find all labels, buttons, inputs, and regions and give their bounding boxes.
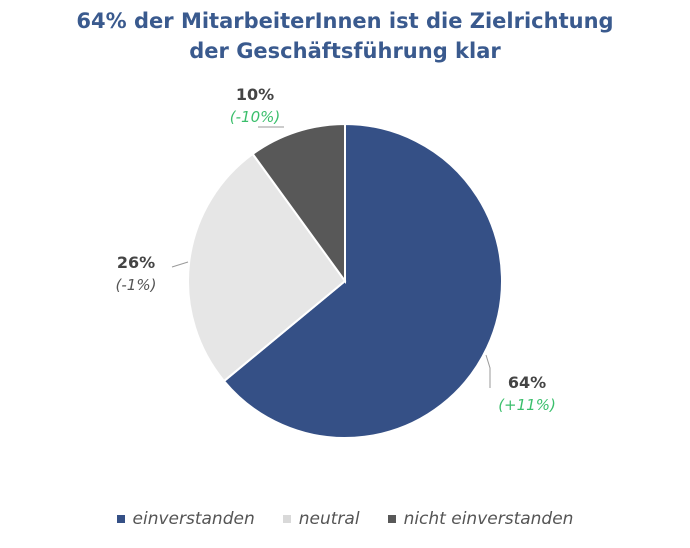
chart-title: 64% der MitarbeiterInnen ist die Zielric…	[0, 6, 690, 66]
legend-label-nicht-einverstanden: nicht einverstanden	[403, 509, 574, 529]
slice-value-neutral: 26%	[116, 253, 156, 272]
pie-slice-neutral	[187, 152, 347, 383]
leader-line-einverstanden	[485, 354, 491, 388]
pie-slice-nicht-einverstanden	[251, 122, 346, 285]
legend-item-neutral: neutral	[282, 509, 360, 529]
legend-label-einverstanden: einverstanden	[132, 509, 255, 529]
slice-change-einverstanden: (+11%)	[498, 396, 556, 414]
legend-item-nicht-einverstanden: nicht einverstanden	[387, 509, 574, 529]
legend-swatch-neutral	[282, 515, 291, 523]
slice-value-nicht-einverstanden: 10%	[235, 85, 275, 104]
legend-item-einverstanden: einverstanden	[116, 509, 255, 529]
slice-change-neutral: (-1%)	[115, 276, 157, 294]
pie-slice-einverstanden	[222, 122, 503, 439]
leader-line-neutral	[171, 261, 189, 268]
slice-change-nicht-einverstanden: (-10%)	[229, 108, 281, 126]
legend-label-neutral: neutral	[298, 509, 360, 529]
slice-label-einverstanden: 64% (+11%)	[487, 372, 567, 416]
chart-title-line-1: 64% der MitarbeiterInnen ist die Zielric…	[76, 9, 614, 33]
chart-title-line-2: der Geschäftsführung klar	[189, 39, 501, 63]
legend-swatch-einverstanden	[116, 515, 125, 523]
chart-legend: einverstanden neutral nicht einverstande…	[0, 509, 690, 529]
slice-label-nicht-einverstanden: 10% (-10%)	[215, 84, 295, 128]
slice-value-einverstanden: 64%	[507, 373, 547, 392]
slice-label-neutral: 26% (-1%)	[100, 252, 172, 296]
legend-swatch-nicht-einverstanden	[387, 515, 396, 523]
